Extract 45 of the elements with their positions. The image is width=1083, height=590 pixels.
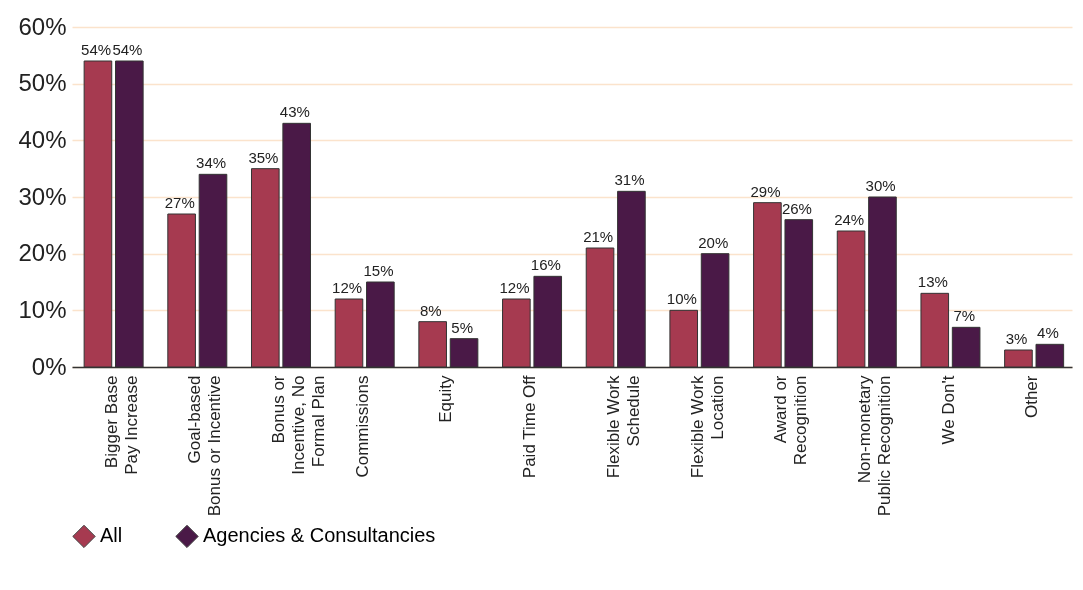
- data-label: 35%: [248, 148, 279, 166]
- data-label: 15%: [363, 262, 394, 279]
- data-label: 24%: [834, 211, 865, 228]
- legend-label: Agencies & Consultancies: [203, 524, 436, 547]
- data-label: 26%: [781, 199, 812, 217]
- data-label: 10%: [666, 290, 697, 308]
- data-label: 21%: [583, 228, 614, 245]
- data-label: 54%: [81, 41, 112, 58]
- data-label: 13%: [917, 273, 948, 291]
- y-tick-label: 20%: [18, 239, 67, 267]
- data-label: 12%: [499, 279, 530, 296]
- data-label: 31%: [614, 171, 645, 189]
- data-label: 54%: [112, 41, 143, 58]
- y-tick-label: 0%: [31, 352, 67, 380]
- x-tick-label: Bonus or Incentive, No Formal Plan: [269, 375, 329, 475]
- y-tick-label: 60%: [18, 12, 67, 40]
- x-tick-label: Commissions: [352, 375, 372, 478]
- y-tick-label: 50%: [18, 69, 67, 97]
- x-tick-label: Award or Recognition: [771, 375, 811, 466]
- y-tick-label: 10%: [18, 295, 67, 323]
- data-label: 4%: [1037, 324, 1059, 342]
- x-tick-label: Other: [1022, 375, 1042, 419]
- data-label: 27%: [164, 194, 195, 211]
- data-label: 29%: [750, 182, 781, 200]
- x-tick-label: Bigger Base Pay Increase: [101, 375, 141, 475]
- x-tick-label: Goal-based Bonus or Incentive: [185, 375, 225, 517]
- x-tick-label: Non-monetary Public Recognition: [854, 375, 894, 517]
- x-tick-label: Flexible Work Location: [687, 375, 727, 479]
- data-label: 12%: [332, 279, 363, 296]
- data-label: 3%: [1005, 330, 1028, 347]
- data-label: 34%: [196, 154, 227, 172]
- data-label: 20%: [698, 233, 729, 251]
- data-label: 16%: [530, 256, 561, 274]
- data-label: 43%: [279, 103, 310, 121]
- data-label: 7%: [953, 307, 976, 325]
- data-label: 8%: [419, 301, 442, 319]
- data-label: 30%: [865, 177, 896, 194]
- x-tick-label: Paid Time Off: [520, 375, 540, 479]
- x-tick-label: Equity: [436, 375, 456, 423]
- data-label: 5%: [451, 318, 474, 336]
- legend-label: All: [100, 524, 123, 547]
- x-tick-label: We Don't: [938, 375, 958, 445]
- y-tick-label: 40%: [18, 125, 67, 153]
- y-tick-label: 30%: [18, 182, 67, 210]
- x-tick-label: Flexible Work Schedule: [603, 375, 643, 479]
